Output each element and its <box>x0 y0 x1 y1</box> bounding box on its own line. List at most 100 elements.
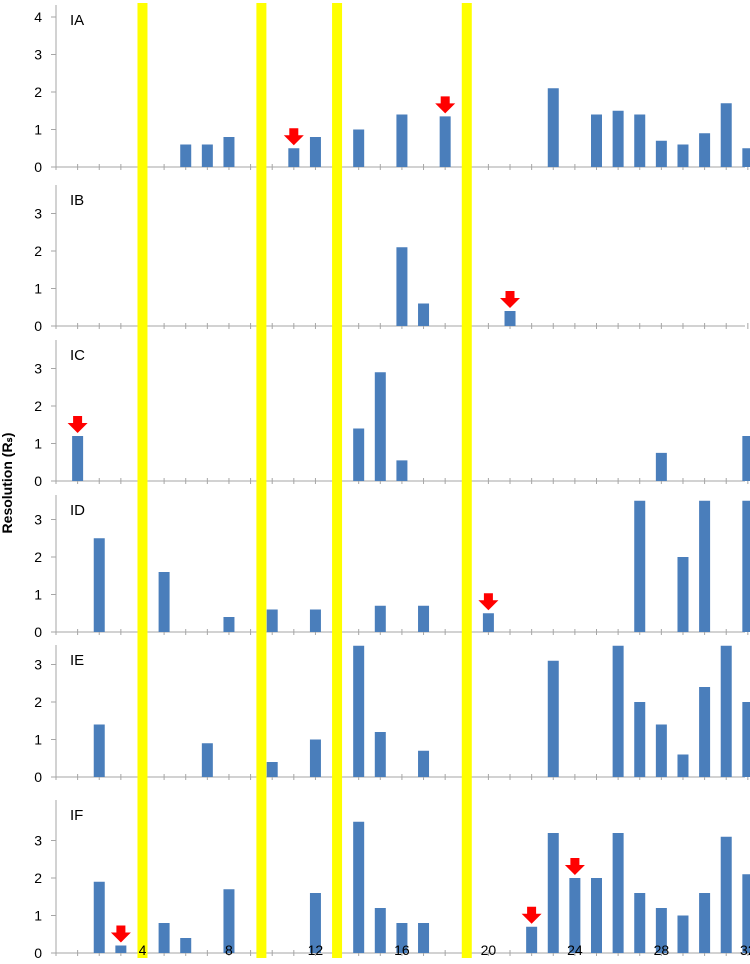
bar <box>742 148 750 167</box>
red-arrow-marker <box>500 291 520 308</box>
bar <box>720 645 732 777</box>
yellow-highlight-band <box>256 3 267 958</box>
bar <box>418 923 430 953</box>
bar <box>655 724 667 777</box>
bar <box>115 945 127 953</box>
bar <box>93 724 105 777</box>
y-tick-label: 0 <box>34 769 42 785</box>
x-tick-label: 32 <box>740 942 750 958</box>
bar <box>266 609 278 632</box>
bar <box>266 762 278 777</box>
bar <box>353 645 365 777</box>
bar <box>742 500 750 632</box>
red-arrow-marker <box>521 906 542 924</box>
panel-label: IE <box>70 652 84 669</box>
bar <box>309 739 321 777</box>
bar <box>634 893 646 953</box>
highlight-bands <box>137 3 472 958</box>
bar <box>742 436 750 481</box>
bar <box>418 303 430 326</box>
y-tick-label: 3 <box>34 657 42 673</box>
red-arrow-marker <box>435 96 456 114</box>
bar <box>93 538 105 632</box>
bar <box>612 833 624 953</box>
bar <box>223 889 235 953</box>
bar <box>374 605 386 632</box>
bar <box>309 137 321 167</box>
y-tick-label: 1 <box>34 436 42 452</box>
y-axis-title: Resolution (Rₛ) <box>0 433 15 534</box>
bar <box>655 908 667 953</box>
y-tick-label: 4 <box>34 9 42 25</box>
bar <box>201 144 213 167</box>
bar <box>655 140 667 167</box>
y-tick-label: 3 <box>34 833 42 849</box>
panel-label: IF <box>70 807 83 824</box>
panel-label: IB <box>70 192 84 209</box>
bar <box>374 732 386 777</box>
yellow-highlight-band <box>137 3 148 958</box>
y-tick-label: 0 <box>34 318 42 334</box>
x-tick-label: 28 <box>654 942 670 958</box>
panel-ib: 0 1 2 3 IB <box>34 185 749 334</box>
bar <box>634 500 646 632</box>
panel-ic: 0 1 2 3 IC <box>34 340 750 489</box>
y-tick-label: 1 <box>34 732 42 748</box>
y-tick-label: 2 <box>34 84 42 100</box>
bar <box>158 923 170 953</box>
red-arrow-marker <box>478 593 499 611</box>
red-arrow-marker <box>564 858 585 875</box>
y-tick-label: 2 <box>34 870 42 886</box>
bar <box>418 750 430 777</box>
bar <box>699 687 711 777</box>
panel-label: IC <box>70 347 85 364</box>
red-arrow-marker <box>67 416 88 433</box>
bar <box>309 609 321 632</box>
y-tick-label: 1 <box>34 122 42 138</box>
bar <box>634 114 646 167</box>
bar <box>396 247 408 326</box>
red-arrow-marker <box>110 925 131 943</box>
bar <box>677 557 689 632</box>
x-tick-label: 20 <box>481 942 497 958</box>
panel-label: IA <box>70 12 84 29</box>
bar <box>180 144 192 167</box>
panel-ia: 0 1 2 3 4 IA <box>34 5 750 175</box>
bar <box>547 660 559 777</box>
bar <box>418 605 430 632</box>
y-tick-label: 1 <box>34 281 42 297</box>
bar <box>634 702 646 777</box>
bar <box>482 613 494 632</box>
bar <box>677 915 689 953</box>
bar <box>396 114 408 167</box>
bar <box>699 133 711 167</box>
bar <box>504 311 516 326</box>
bar <box>353 821 365 953</box>
bar <box>374 372 386 481</box>
x-tick-label: 8 <box>225 942 233 958</box>
bar <box>180 938 192 953</box>
y-tick-label: 2 <box>34 398 42 414</box>
y-tick-label: 3 <box>34 512 42 528</box>
bar <box>677 754 689 777</box>
bar <box>223 617 235 632</box>
y-tick-label: 3 <box>34 47 42 63</box>
bar <box>72 436 84 481</box>
bar <box>201 743 213 777</box>
y-tick-label: 1 <box>34 587 42 603</box>
x-tick-label: 12 <box>308 942 324 958</box>
bar <box>720 836 732 953</box>
red-arrow-marker <box>283 128 304 146</box>
y-tick-label: 3 <box>34 361 42 377</box>
y-tick-label: 0 <box>34 159 42 175</box>
bar <box>374 908 386 953</box>
y-tick-label: 2 <box>34 694 42 710</box>
bar <box>526 926 538 953</box>
y-tick-label: 2 <box>34 549 42 565</box>
y-tick-label: 0 <box>34 473 42 489</box>
bar <box>612 645 624 777</box>
